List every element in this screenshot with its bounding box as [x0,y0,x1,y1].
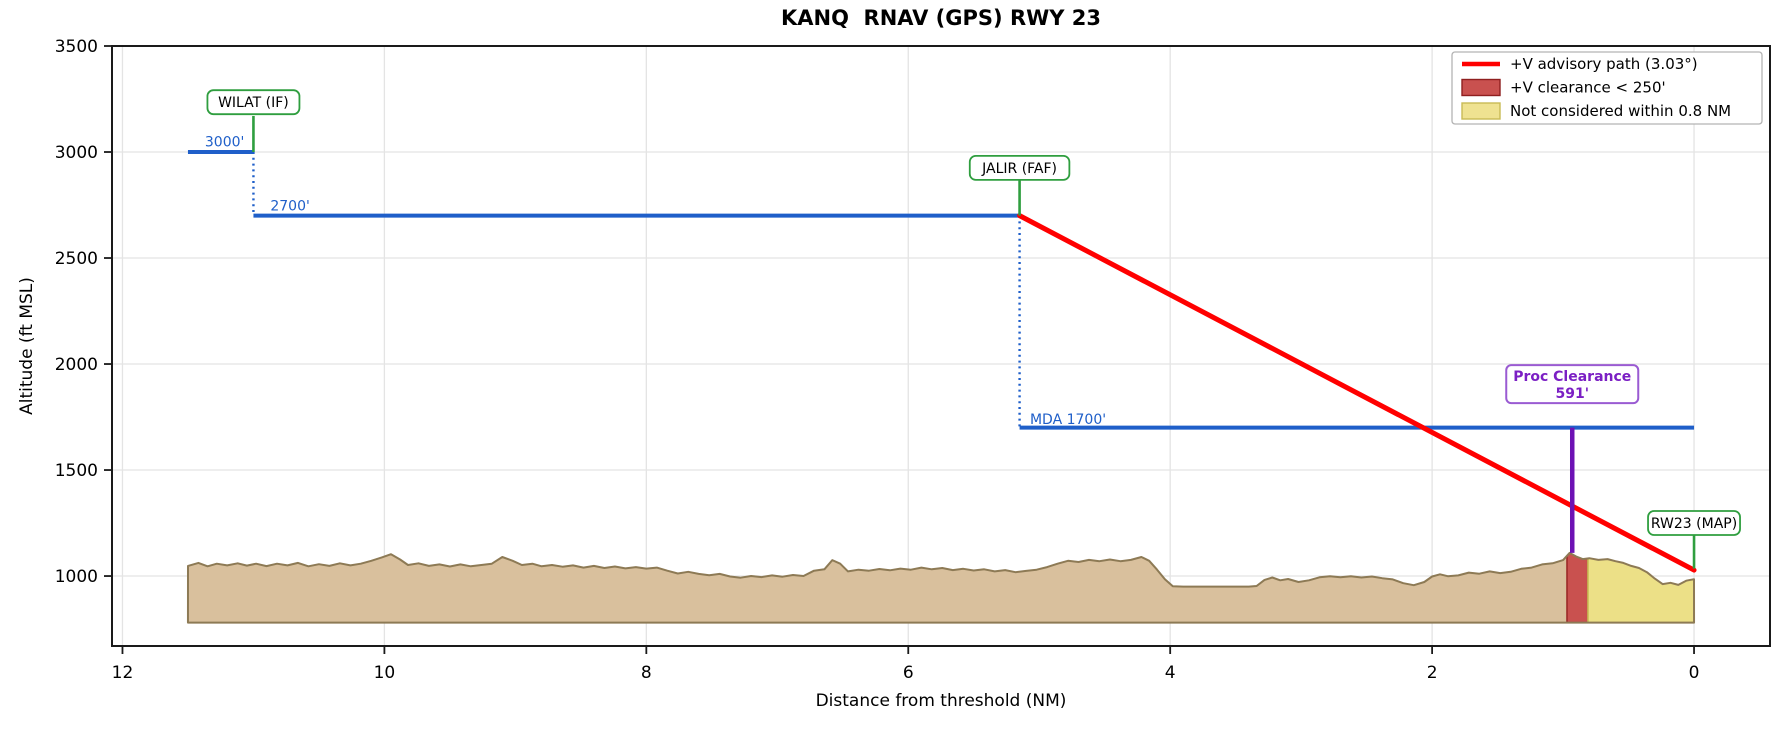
plot-spines [111,45,1771,647]
gridlines [112,45,1770,646]
fix-label-rw23-map: RW23 (MAP) [1651,516,1737,532]
proc-clearance-label: Proc Clearance [1513,369,1631,385]
legend-swatch-patch-1 [1461,78,1501,97]
x-tick-label-0: 0 [1689,663,1700,683]
altitude-label-2: MDA 1700' [1030,412,1106,428]
altitude-label-0: 3000' [205,135,244,151]
x-tick-label-12: 12 [112,663,134,683]
fix-label-wilat-if: WILAT (IF) [218,95,289,111]
legend-box [1451,51,1763,125]
x-tick-label-2: 2 [1427,663,1438,683]
fix-label-box-jalir-faf [968,155,1071,181]
x-tick-label-6: 6 [903,663,914,683]
y-tick-label-1000: 1000 [55,567,98,587]
y-tick-label-2500: 2500 [55,249,98,269]
legend-swatch-patch-2 [1461,102,1501,120]
procedure-track [187,150,1695,430]
advisory-path-line [1017,213,1697,573]
x-tick-label-10: 10 [374,663,396,683]
y-axis-label: Altitude (ft MSL) [17,277,37,415]
y-tick-label-2000: 2000 [55,355,98,375]
fix-label-box-rw23-map [1647,510,1741,536]
x-tick-label-8: 8 [641,663,652,683]
terrain-outline [186,551,1696,624]
axis-ticks [104,45,1695,654]
y-tick-label-3000: 3000 [55,143,98,163]
fix-label-box-wilat-if [206,89,301,116]
legend-label-2: Not considered within 0.8 NM [1510,102,1731,120]
proc-clearance-box [1505,364,1640,405]
y-tick-label-1500: 1500 [55,461,98,481]
altitude-label-1: 2700' [270,198,309,214]
terrain-area [187,552,1695,623]
y-tick-label-3500: 3500 [55,37,98,57]
fix-label-jalir-faf: JALIR (FAF) [981,161,1057,177]
legend-label-0: +V advisory path (3.03°) [1510,55,1698,73]
legend [1451,51,1763,125]
x-axis-label: Distance from threshold (NM) [815,691,1067,711]
chart-title: KANQ RNAV (GPS) RWY 23 [780,6,1102,30]
proc-clearance-value: 591' [1555,386,1589,402]
x-tick-label-4: 4 [1165,663,1176,683]
legend-label-1: +V clearance < 250' [1510,79,1666,97]
